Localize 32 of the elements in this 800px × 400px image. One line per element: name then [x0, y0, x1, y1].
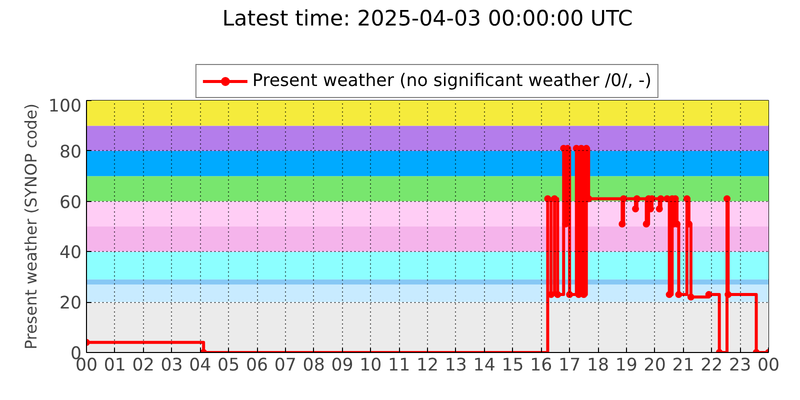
- y-tick-label: 80: [59, 142, 82, 162]
- y-axis-title: Present weather (SYNOP code): [21, 103, 40, 350]
- x-tick-label: 09: [331, 356, 354, 376]
- x-tick-label: 00: [757, 356, 780, 376]
- legend-label: Present weather (no significant weather /0/, -): [252, 71, 652, 91]
- x-tick-label: 05: [218, 356, 240, 376]
- x-tick-label: 04: [189, 356, 212, 376]
- chart-title: Latest time: 2025-04-03 00:00:00 UTC: [222, 6, 633, 32]
- x-tick-label: 07: [274, 356, 296, 376]
- y-tick-label: 60: [59, 192, 82, 213]
- x-tick-label: 01: [104, 356, 126, 376]
- x-tick-label: 13: [444, 356, 467, 376]
- x-tick-label: 16: [530, 356, 552, 376]
- x-tick-label: 10: [360, 356, 382, 376]
- x-tick-label: 22: [700, 356, 723, 376]
- x-tick-label: 17: [558, 356, 581, 376]
- x-tick-label: 08: [302, 356, 325, 376]
- x-tick-label: 06: [246, 356, 268, 376]
- x-tick-label: 11: [388, 356, 410, 376]
- x-tick-label: 18: [586, 356, 610, 376]
- y-tick-label: 20: [59, 294, 82, 314]
- y-tick-label: 100: [48, 96, 82, 116]
- y-tick-label: 40: [59, 243, 82, 264]
- x-tick-label: 14: [473, 356, 496, 376]
- x-tick-label: 20: [644, 356, 666, 376]
- x-tick-label: 15: [502, 356, 524, 376]
- x-tick-label: 19: [615, 356, 638, 376]
- x-tick-label: 23: [729, 356, 752, 376]
- x-tick-label: 02: [132, 356, 154, 376]
- x-tick-label: 21: [672, 356, 694, 376]
- x-tick-label: 03: [160, 356, 183, 376]
- x-tick-label: 12: [416, 356, 439, 376]
